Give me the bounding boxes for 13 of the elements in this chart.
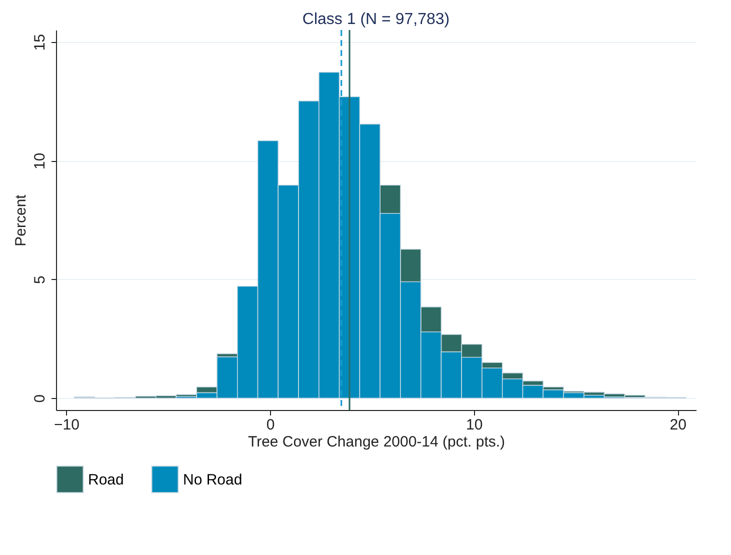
x-axis-title: Tree Cover Change 2000-14 (pct. pts.)	[248, 434, 506, 450]
x-tick-label: 10	[466, 416, 483, 434]
y-tick-label: 5	[32, 276, 48, 284]
y-tick-label: 10	[32, 152, 48, 170]
y-tick-label: 0	[32, 394, 48, 403]
legend-label: Road	[88, 471, 124, 488]
x-tick-label: 20	[670, 416, 686, 434]
y-tick-label: 15	[32, 34, 48, 51]
x-tick-label: −10	[54, 416, 80, 434]
y-axis-title: Percent	[12, 194, 30, 246]
x-tick-label: 0	[266, 416, 275, 434]
chart-title: Class 1 (N = 97,783)	[302, 11, 450, 28]
legend-label: No Road	[183, 471, 242, 488]
